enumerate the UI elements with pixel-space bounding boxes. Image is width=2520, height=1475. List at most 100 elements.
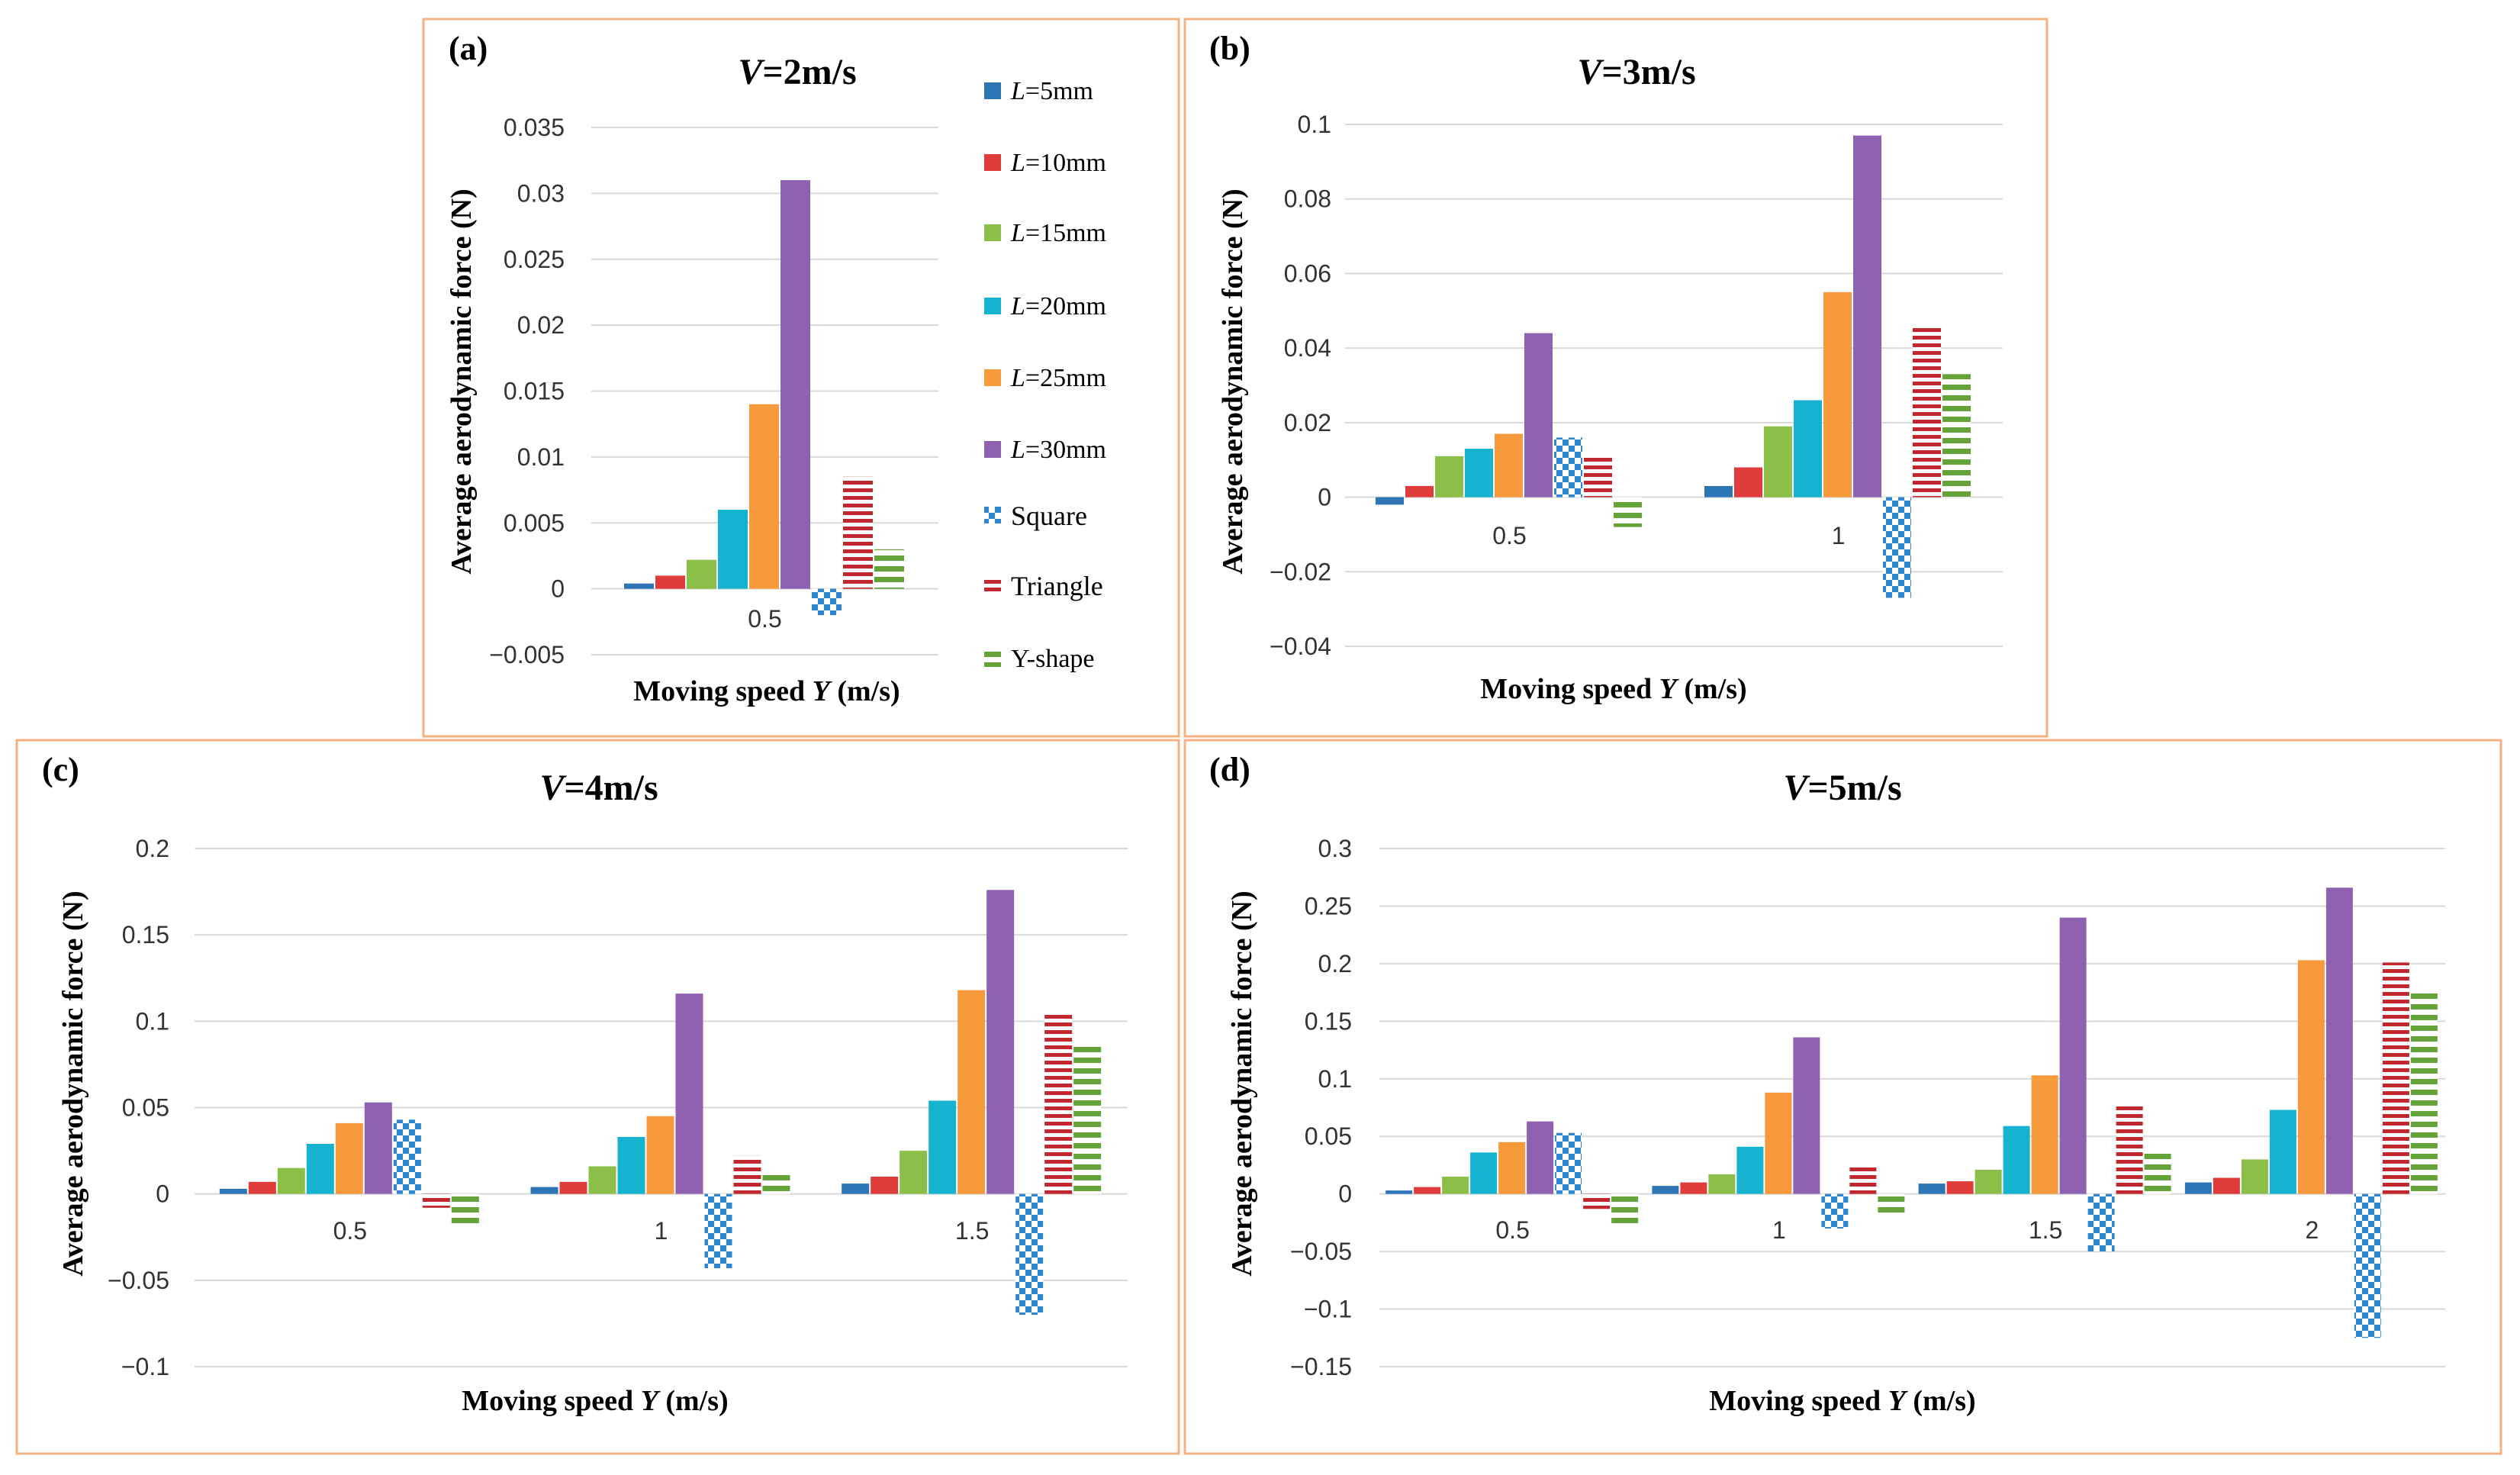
- legend-entry: Triangle: [984, 571, 1103, 601]
- bar-l-30mm: [1793, 1037, 1820, 1194]
- bar-l-25mm: [1765, 1092, 1792, 1194]
- legend-entry: L=10mm: [984, 149, 1106, 177]
- y-tick-label: 0.06: [1284, 259, 1331, 287]
- bar-l-5mm: [1652, 1186, 1679, 1194]
- x-tick-label: 1: [1772, 1216, 1786, 1244]
- bar-l-15mm: [900, 1151, 928, 1194]
- legend-entry: L=25mm: [984, 364, 1106, 392]
- legend-value: Square: [1011, 501, 1087, 531]
- bar-l-15mm: [1974, 1169, 2002, 1194]
- panel-a-title-var: V: [738, 52, 765, 92]
- legend-entry: Y-shape: [984, 645, 1095, 673]
- bar-l-20mm: [306, 1144, 334, 1194]
- legend-swatch: [984, 650, 1001, 667]
- y-tick-label: 0.2: [136, 835, 169, 862]
- y-tick-label: 0: [156, 1180, 169, 1208]
- y-tick-label: 0.04: [1284, 334, 1331, 362]
- bar-square: [1554, 437, 1582, 498]
- bar-triangle: [1913, 325, 1941, 498]
- bar-l-10mm: [2213, 1177, 2240, 1194]
- bar-l-20mm: [617, 1136, 645, 1194]
- legend-value: =25mm: [1025, 364, 1106, 392]
- panel-d-title: V=5m/s: [1783, 768, 1901, 808]
- y-tick-label: 0.2: [1318, 950, 1352, 977]
- panel-a-title-value: =2m/s: [762, 52, 856, 92]
- bar-triangle: [1584, 456, 1612, 498]
- panel-a-xlabel: Moving speed Y (m/s): [633, 675, 900, 707]
- x-tick-label: 0.5: [333, 1217, 367, 1245]
- bar-l-20mm: [1470, 1152, 1498, 1194]
- x-tick-label: 1: [1832, 522, 1846, 549]
- bar-square: [1555, 1132, 1582, 1194]
- panel-a-frame: [422, 18, 1180, 738]
- bar-l-5mm: [1918, 1184, 1946, 1194]
- bar-square: [1015, 1193, 1044, 1316]
- panel-d-title-var: V: [1783, 768, 1810, 808]
- bar-l-10mm: [655, 575, 685, 589]
- y-tick-label: 0: [1338, 1180, 1352, 1208]
- panel-d-ylabel: Average aerodynamic force (N): [1226, 890, 1258, 1276]
- legend-label: Square: [1011, 501, 1087, 531]
- legend-entry: L=15mm: [984, 219, 1106, 247]
- bar-l-30mm: [2325, 887, 2353, 1194]
- legend-prefix: L: [1010, 292, 1025, 320]
- legend-label: L=15mm: [1010, 219, 1106, 247]
- bar-triangle: [2116, 1106, 2143, 1194]
- bar-l-25mm: [1495, 433, 1523, 498]
- y-tick-label: 0.08: [1284, 185, 1331, 213]
- legend-label: L=20mm: [1010, 292, 1106, 320]
- bar-l-20mm: [718, 509, 748, 589]
- bar-y-shape: [874, 549, 904, 589]
- x-tick-label: 0.5: [1492, 522, 1526, 549]
- x-tick-label: 0.5: [748, 605, 781, 633]
- bar-l-30mm: [1853, 135, 1881, 498]
- bar-l-5mm: [530, 1187, 558, 1194]
- legend-prefix: L: [1010, 436, 1025, 464]
- x-tick-label: 1: [655, 1217, 668, 1245]
- bar-square: [2354, 1193, 2381, 1338]
- bar-l-15mm: [588, 1166, 616, 1194]
- bar-l-25mm: [2031, 1075, 2058, 1194]
- legend-value: Triangle: [1011, 571, 1103, 601]
- legend-label: L=25mm: [1010, 364, 1106, 392]
- panel-c-ylabel: Average aerodynamic force (N): [57, 890, 89, 1276]
- bar-l-30mm: [1527, 1121, 1554, 1194]
- legend-entry: L=30mm: [984, 436, 1106, 464]
- y-tick-label: 0.3: [1318, 835, 1352, 862]
- y-tick-label: 0.15: [1305, 1007, 1352, 1035]
- panel-c-title-value: =4m/s: [564, 768, 658, 808]
- panel-d-xlabel-text: Moving speed: [1709, 1385, 1888, 1417]
- bar-triangle: [843, 476, 873, 589]
- bar-l-20mm: [1736, 1146, 1764, 1194]
- bar-square: [1883, 497, 1911, 598]
- y-tick-label: 0.03: [517, 179, 565, 207]
- panel-d-frame: [1183, 739, 2502, 1455]
- legend-swatch: [984, 369, 1001, 386]
- bar-l-30mm: [1524, 333, 1553, 498]
- legend-label: Y-shape: [1011, 645, 1095, 673]
- bar-l-20mm: [1794, 400, 1822, 498]
- panel-c-title: V=4m/s: [539, 768, 658, 808]
- bar-l-10mm: [248, 1181, 276, 1194]
- bar-square: [704, 1193, 732, 1268]
- bar-l-30mm: [364, 1102, 392, 1194]
- bar-triangle: [1583, 1193, 1611, 1209]
- bar-y-shape: [2410, 992, 2438, 1194]
- panel-d-xlabel: Moving speed Y (m/s): [1709, 1385, 1975, 1417]
- y-tick-label: 0.1: [1318, 1065, 1352, 1093]
- panel-b-title-value: =3m/s: [1601, 52, 1695, 92]
- bar-l-25mm: [749, 404, 779, 589]
- bar-triangle: [2382, 962, 2409, 1194]
- bar-l-5mm: [842, 1184, 870, 1194]
- y-tick-label: −0.05: [1290, 1238, 1352, 1265]
- x-tick-label: 2: [2305, 1216, 2319, 1244]
- legend-value: =5mm: [1025, 77, 1093, 105]
- panel-d-title-value: =5m/s: [1807, 768, 1901, 808]
- bar-l-5mm: [1386, 1190, 1413, 1194]
- y-tick-label: 0.02: [1284, 409, 1331, 436]
- y-tick-label: 0.01: [517, 443, 565, 471]
- legend-value: =30mm: [1025, 436, 1106, 464]
- panel-a-xlabel-unit: (m/s): [830, 675, 900, 707]
- bar-l-5mm: [219, 1188, 247, 1194]
- panel-c-plot: 0.2 0.15 0.1 0.05 0 −0.05 −0.1 0.5 1 1.5: [108, 835, 1128, 1380]
